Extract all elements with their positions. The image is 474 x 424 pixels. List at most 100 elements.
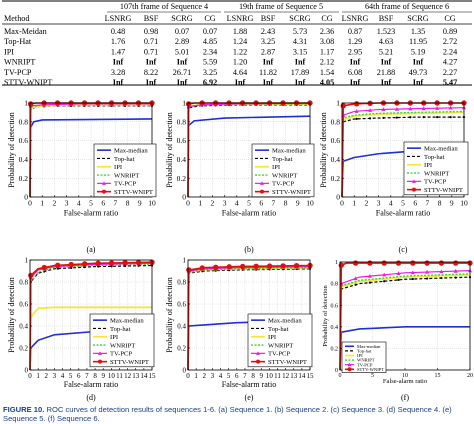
table-cell: Inf	[113, 78, 124, 86]
table-header-cell: LSNRG	[105, 14, 132, 23]
table-cell: Inf	[350, 58, 361, 67]
table-cell: 3.08	[320, 37, 334, 46]
x-tick-label: 0	[28, 199, 32, 208]
x-tick-label: 4	[61, 372, 65, 380]
table-cell: 0.07	[203, 27, 217, 36]
x-tick-label: 7	[85, 372, 89, 380]
legend-label: Max-median	[114, 147, 148, 154]
legend-label: IPI	[272, 164, 280, 171]
x-tick-label: 6	[413, 199, 417, 208]
table-cell: 1.29	[348, 37, 362, 46]
legend-marker	[260, 189, 264, 194]
table-cell: 1.54	[320, 68, 334, 77]
legend-label: Top-hat	[114, 156, 135, 163]
series-marker	[239, 263, 246, 270]
table-header-cell: SCRG	[289, 14, 310, 23]
table-cell: 0.71	[144, 37, 158, 46]
series-marker	[68, 261, 74, 268]
series-marker	[425, 269, 430, 274]
x-tick-label: 2	[53, 199, 57, 208]
table-cell: 1.47	[111, 47, 125, 56]
series-line-top-hat	[187, 104, 310, 198]
y-tick-label: 0	[24, 193, 28, 202]
legend-label: STTV-WNIPT	[357, 367, 384, 372]
panel-sub-label: (f)	[401, 393, 409, 402]
x-tick-label: 2	[211, 199, 215, 208]
y-tick-label: 0.8	[177, 278, 186, 286]
legend-label: STTV-WNIPT	[114, 189, 153, 196]
series-marker	[354, 109, 359, 113]
table-cell: 17.89	[291, 68, 309, 77]
series-marker	[408, 106, 413, 111]
x-tick-label: 10	[108, 372, 116, 380]
series-marker	[421, 106, 426, 111]
legend-label: Max-median	[268, 317, 302, 324]
legend-box	[251, 143, 315, 198]
series-marker	[438, 260, 445, 266]
series-marker	[435, 106, 440, 110]
y-tick-label: 1	[336, 99, 340, 108]
x-axis-label: False-alarm ratio	[222, 380, 276, 389]
x-tick-label: 10	[148, 199, 156, 208]
table-cell: Inf	[235, 78, 246, 86]
y-tick-label: 0.8	[331, 282, 339, 288]
y-tick-label: 1	[335, 260, 338, 266]
y-tick-label: 0.4	[19, 155, 29, 164]
series-marker	[95, 260, 101, 266]
x-tick-label: 10	[306, 199, 314, 208]
table-cell: Inf	[295, 78, 306, 86]
table-cell: Inf	[413, 58, 424, 67]
table-header-cell: CG	[204, 14, 215, 23]
series-marker	[426, 277, 429, 280]
series-marker	[280, 263, 286, 269]
table-cell: 5.59	[203, 58, 217, 67]
legend-marker	[98, 351, 102, 355]
x-tick-label: 3	[377, 199, 381, 208]
roc-panel-e: 0 1 2 3 4 5 6 7 8 9 10 11 12 13 14 15 0 0.2 0.4 0.6 0.8 1 Fals…	[162, 254, 320, 409]
y-axis-label: Probability of detection	[165, 112, 174, 188]
y-tick-label: 0.8	[19, 117, 29, 126]
legend-label: IPI	[268, 334, 276, 341]
legend-box	[89, 313, 155, 368]
y-tick-label: 0.2	[177, 174, 187, 183]
roc-panel-c: 0 1 2 3 4 5 6 7 8 9 10 0 0.2 0.4 0.6 0.8 1 False-alarm ra…	[316, 89, 474, 262]
table-header-cell: SCRG	[407, 14, 428, 23]
x-tick-label: 1	[40, 199, 44, 208]
table-row-method: Max-Meidan	[4, 27, 47, 36]
table-cell: 26.71	[173, 68, 191, 77]
legend-marker	[256, 351, 260, 355]
legend-label: WNRIPT	[424, 170, 449, 177]
table-cell: 6.92	[203, 78, 217, 86]
y-tick-label: 0.2	[331, 347, 339, 353]
legend-box	[247, 313, 313, 368]
x-tick-label: 15	[307, 372, 315, 380]
table-cell: 1.35	[411, 27, 425, 36]
series-marker	[81, 261, 88, 267]
legend-label: Top-hat	[424, 154, 445, 161]
x-tick-label: 9	[259, 372, 263, 380]
x-tick-label: 8	[93, 372, 97, 380]
y-tick-label: 1	[24, 99, 28, 108]
series-marker	[27, 101, 34, 107]
legend-label: WNRIPT	[110, 342, 135, 349]
x-tick-label: 5	[89, 199, 93, 208]
x-axis-label: False-alarm ratio	[383, 378, 427, 385]
legend-label: STTV-WNIPT	[268, 359, 307, 366]
roc-panel-a: 0 1 2 3 4 5 6 7 8 9 10 0 0.2 0.4 0.6 0.8 1 False-alarm ra…	[4, 89, 162, 262]
x-tick-label: 2	[45, 372, 49, 380]
x-tick-label: 2	[365, 199, 369, 208]
y-tick-label: 0.6	[331, 303, 339, 309]
table-header-cell: CG	[321, 14, 332, 23]
x-tick-label: 8	[438, 199, 442, 208]
x-tick-label: 7	[426, 199, 430, 208]
legend-label: TV-PCP	[268, 351, 290, 358]
series-line-top-hat	[29, 264, 153, 371]
series-marker	[186, 267, 192, 273]
x-tick-label: 11	[116, 372, 123, 380]
series-marker	[55, 262, 61, 269]
table-cell: 5.73	[293, 27, 307, 36]
table-header-cell: BSF	[144, 14, 159, 23]
table-cell: 1.76	[111, 37, 125, 46]
roc-chart-f: 0 5 10 15 20 0 0.2 0.4 0.6 0.8 1 False-alarm ratio P…	[322, 260, 473, 402]
table-cell: 4.27	[443, 58, 457, 67]
